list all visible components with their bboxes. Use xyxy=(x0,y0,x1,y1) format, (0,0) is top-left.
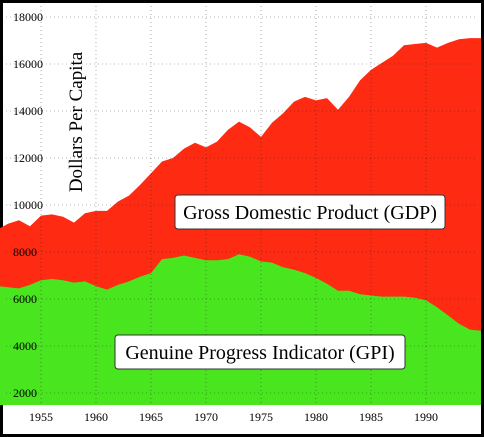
y-tick-label: 4000 xyxy=(13,339,37,353)
y-tick-label: 6000 xyxy=(13,292,37,306)
x-tick-label: 1965 xyxy=(139,410,163,424)
gpi-series-label-box xyxy=(114,334,406,370)
x-tick-label: 1985 xyxy=(359,410,383,424)
y-axis-label: Dollars Per Capita xyxy=(66,51,87,192)
y-tick-label: 16000 xyxy=(13,57,43,71)
y-tick-label: 10000 xyxy=(13,198,43,212)
y-tick-label: 18000 xyxy=(13,10,43,24)
x-tick-label: 1960 xyxy=(84,410,108,424)
y-tick-label: 8000 xyxy=(13,245,37,259)
x-tick-label: 1980 xyxy=(304,410,328,424)
gpi-series-label: Genuine Progress Indicator (GPI) xyxy=(125,342,394,364)
x-tick-label: 1955 xyxy=(29,410,53,424)
y-tick-label: 12000 xyxy=(13,151,43,165)
x-tick-label: 1975 xyxy=(249,410,273,424)
gdp-series-label-box xyxy=(174,194,446,230)
y-tick-label: 2000 xyxy=(13,386,37,400)
x-tick-label: 1970 xyxy=(194,410,218,424)
x-tick-label: 1990 xyxy=(414,410,438,424)
y-tick-label: 14000 xyxy=(13,104,43,118)
chart-labels: 2000 4000 6000 8000 10000 12000 14000 16000 1800… xyxy=(13,10,446,424)
gdp-series-label: Gross Domestic Product (GDP) xyxy=(183,202,437,224)
